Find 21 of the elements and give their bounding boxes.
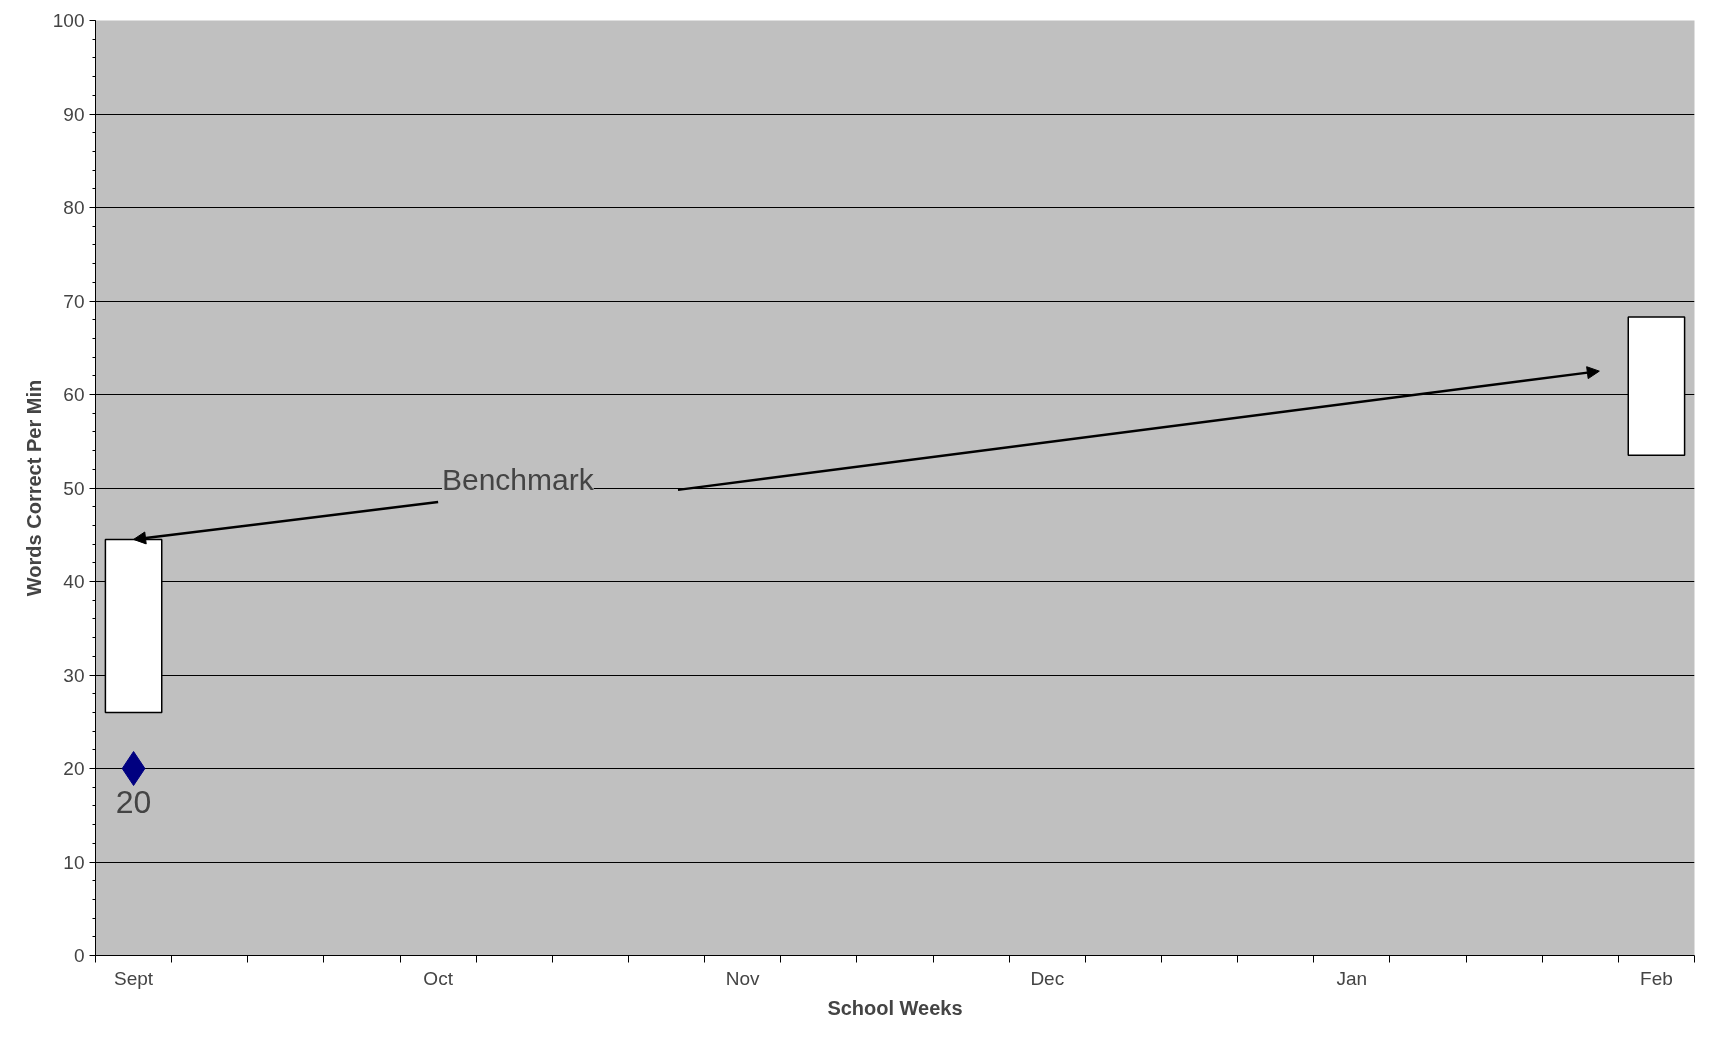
x-axis-title: School Weeks bbox=[827, 996, 963, 1019]
y-tick-label: 0 bbox=[73, 945, 85, 966]
y-tick-label: 80 bbox=[63, 197, 85, 218]
y-tick-label: 50 bbox=[63, 477, 85, 499]
x-tick-label: Nov bbox=[725, 967, 761, 989]
data-label: 20 bbox=[115, 783, 152, 820]
y-tick-label: 70 bbox=[63, 290, 85, 312]
x-tick-label: Dec bbox=[1030, 967, 1065, 989]
y-tick-label: 60 bbox=[63, 384, 85, 405]
x-tick-label: Feb bbox=[1640, 967, 1673, 989]
y-tick-label: 30 bbox=[63, 664, 85, 686]
x-tick-label: Sept bbox=[114, 967, 154, 989]
y-tick-label: 40 bbox=[63, 571, 85, 592]
y-tick-label: 20 bbox=[63, 758, 85, 779]
x-tick-label: Jan bbox=[1336, 967, 1368, 989]
x-tick-label: Oct bbox=[423, 967, 454, 989]
y-tick-label: 10 bbox=[63, 851, 85, 873]
annotation: Benchmark bbox=[441, 463, 595, 496]
y-tick-label: 90 bbox=[63, 103, 85, 125]
y-tick-label: 100 bbox=[52, 10, 85, 31]
y-axis-title: Words Correct Per Min bbox=[22, 379, 45, 597]
